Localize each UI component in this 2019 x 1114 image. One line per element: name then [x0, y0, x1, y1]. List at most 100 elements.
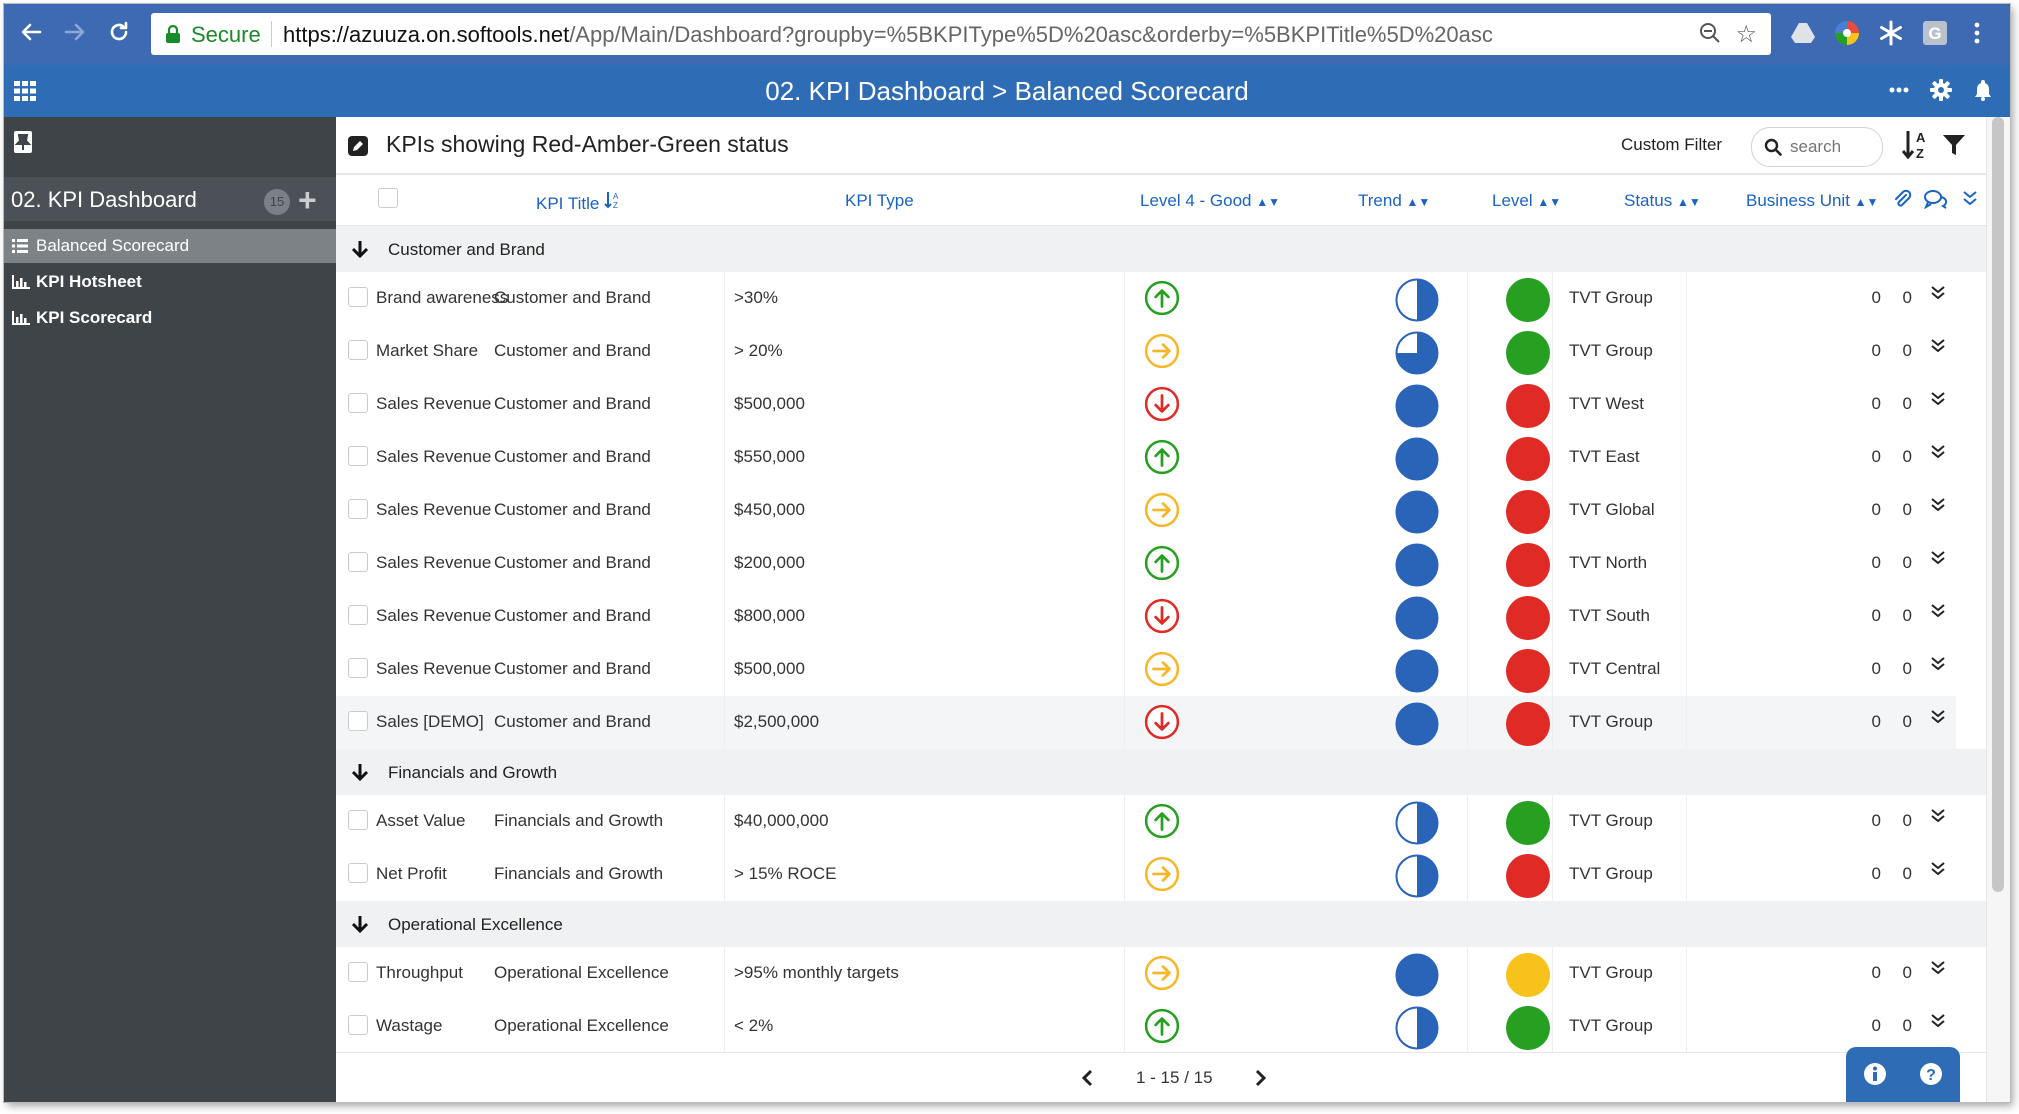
forward-icon[interactable] [60, 17, 90, 47]
table-row[interactable]: Market Share Customer and Brand > 20% TVT G… [336, 325, 1956, 379]
comments-icon[interactable] [1923, 189, 1948, 214]
expand-row-icon[interactable] [1931, 285, 1945, 306]
help-icon[interactable]: ? [1919, 1062, 1943, 1091]
profile-g-icon[interactable]: G [1922, 20, 1948, 46]
status-cell: TVT West [1569, 394, 1644, 413]
info-icon[interactable] [1863, 1062, 1887, 1091]
prev-page-icon[interactable] [1081, 1069, 1095, 1092]
row-checkbox[interactable] [348, 287, 368, 307]
collapse-arrow-icon[interactable] [350, 914, 370, 939]
table-row[interactable]: Sales [DEMO] Customer and Brand $2,500,000… [336, 696, 1956, 750]
add-icon[interactable]: + [298, 182, 317, 218]
group-header[interactable]: Operational Excellence [336, 901, 1986, 947]
search-input[interactable] [1788, 134, 1878, 160]
paperclip-icon[interactable] [1892, 189, 1912, 214]
expand-row-icon[interactable] [1931, 338, 1945, 359]
select-all-checkbox[interactable] [378, 188, 398, 208]
expand-all-icon[interactable] [1962, 189, 1978, 212]
group-header[interactable]: Financials and Growth [336, 749, 1986, 795]
column-kpi-type[interactable]: KPI Type [845, 191, 914, 210]
sidebar-dashboard-header[interactable]: 02. KPI Dashboard 15 + [4, 177, 336, 221]
table-row[interactable]: Wastage Operational Excellence < 2% TVT Gro… [336, 1000, 1956, 1054]
row-checkbox[interactable] [348, 810, 368, 830]
expand-row-icon[interactable] [1931, 960, 1945, 981]
search-box[interactable] [1751, 127, 1883, 167]
expand-row-icon[interactable] [1931, 861, 1945, 882]
secure-label: Secure [191, 22, 261, 47]
expand-row-icon[interactable] [1931, 603, 1945, 624]
table-row[interactable]: Sales Revenue Customer and Brand $800,000 T… [336, 590, 1956, 644]
collapse-arrow-icon[interactable] [350, 239, 370, 264]
scrollbar[interactable] [1986, 117, 2010, 1102]
row-checkbox[interactable] [348, 658, 368, 678]
table-row[interactable]: Asset Value Financials and Growth $40,000,… [336, 795, 1956, 849]
expand-row-icon[interactable] [1931, 497, 1945, 518]
url-host: https://azuuza.on.softools.net [283, 22, 570, 47]
apps-grid-icon[interactable] [14, 81, 36, 106]
column-level[interactable]: Level ▲▼ [1492, 191, 1561, 211]
table-row[interactable]: Sales Revenue Customer and Brand $200,000 T… [336, 537, 1956, 591]
table-row[interactable]: Sales Revenue Customer and Brand $500,000 T… [336, 643, 1956, 697]
column-divider [1686, 947, 1687, 1000]
bell-icon[interactable] [1972, 79, 1994, 107]
column-divider [724, 378, 725, 431]
more-icon[interactable] [1888, 79, 1910, 107]
pagination-bar: 1 - 15 / 15 ? [336, 1047, 1986, 1102]
column-business-unit[interactable]: Business Unit ▲▼ [1746, 191, 1878, 211]
expand-row-icon[interactable] [1931, 550, 1945, 571]
row-checkbox[interactable] [348, 711, 368, 731]
comments-count: 0 [1902, 288, 1912, 307]
sidebar-item-kpi-hotsheet[interactable]: KPI Hotsheet [4, 265, 336, 299]
bookmark-star-icon[interactable]: ☆ [1735, 21, 1757, 48]
zoom-icon[interactable] [1699, 22, 1721, 49]
row-checkbox[interactable] [348, 340, 368, 360]
column-divider [1552, 378, 1553, 431]
row-checkbox[interactable] [348, 863, 368, 883]
back-icon[interactable] [16, 17, 46, 47]
expand-row-icon[interactable] [1931, 1013, 1945, 1034]
edit-icon[interactable] [348, 136, 368, 161]
bar-chart-icon [12, 310, 30, 330]
sidebar-item-balanced-scorecard[interactable]: Balanced Scorecard [4, 229, 336, 263]
row-checkbox[interactable] [348, 499, 368, 519]
group-header[interactable]: Customer and Brand [336, 226, 1986, 272]
gear-icon[interactable] [1930, 79, 1952, 107]
scrollbar-thumb[interactable] [1992, 117, 2004, 892]
column-trend[interactable]: Trend ▲▼ [1358, 191, 1430, 211]
table-row[interactable]: Sales Revenue Customer and Brand $450,000 T… [336, 484, 1956, 538]
column-divider [1124, 1000, 1125, 1053]
table-row[interactable]: Sales Revenue Customer and Brand $550,000 T… [336, 431, 1956, 485]
filter-icon[interactable] [1942, 133, 1966, 162]
row-checkbox[interactable] [348, 552, 368, 572]
expand-row-icon[interactable] [1931, 444, 1945, 465]
column-level4-good[interactable]: Level 4 - Good ▲▼ [1140, 191, 1280, 211]
row-checkbox[interactable] [348, 962, 368, 982]
reload-icon[interactable] [104, 17, 134, 47]
expand-row-icon[interactable] [1931, 808, 1945, 829]
row-checkbox[interactable] [348, 1015, 368, 1035]
expand-row-icon[interactable] [1931, 391, 1945, 412]
column-status[interactable]: Status ▲▼ [1624, 191, 1701, 211]
snowflake-icon[interactable] [1878, 20, 1904, 46]
row-checkbox[interactable] [348, 393, 368, 413]
expand-row-icon[interactable] [1931, 709, 1945, 730]
column-divider [1552, 1000, 1553, 1053]
table-row[interactable]: Throughput Operational Excellence >95% mon… [336, 947, 1956, 1001]
expand-row-icon[interactable] [1931, 656, 1945, 677]
pin-icon[interactable] [14, 131, 32, 153]
custom-filter-button[interactable]: Custom Filter [1621, 135, 1723, 154]
color-wheel-icon[interactable] [1834, 20, 1860, 46]
sidebar-item-kpi-scorecard[interactable]: KPI Scorecard [4, 301, 336, 335]
address-bar[interactable]: Secure https://azuuza.on.softools.net/Ap… [151, 13, 1771, 55]
table-row[interactable]: Brand awareness Customer and Brand >30% TVT… [336, 272, 1956, 326]
collapse-arrow-icon[interactable] [350, 762, 370, 787]
table-row[interactable]: Sales Revenue Customer and Brand $500,000 T… [336, 378, 1956, 432]
drive-icon[interactable] [1790, 20, 1816, 46]
row-checkbox[interactable] [348, 446, 368, 466]
browser-menu-icon[interactable] [1964, 20, 1990, 46]
next-page-icon[interactable] [1253, 1069, 1267, 1092]
table-row[interactable]: Net Profit Financials and Growth > 15% ROC… [336, 848, 1956, 902]
row-checkbox[interactable] [348, 605, 368, 625]
